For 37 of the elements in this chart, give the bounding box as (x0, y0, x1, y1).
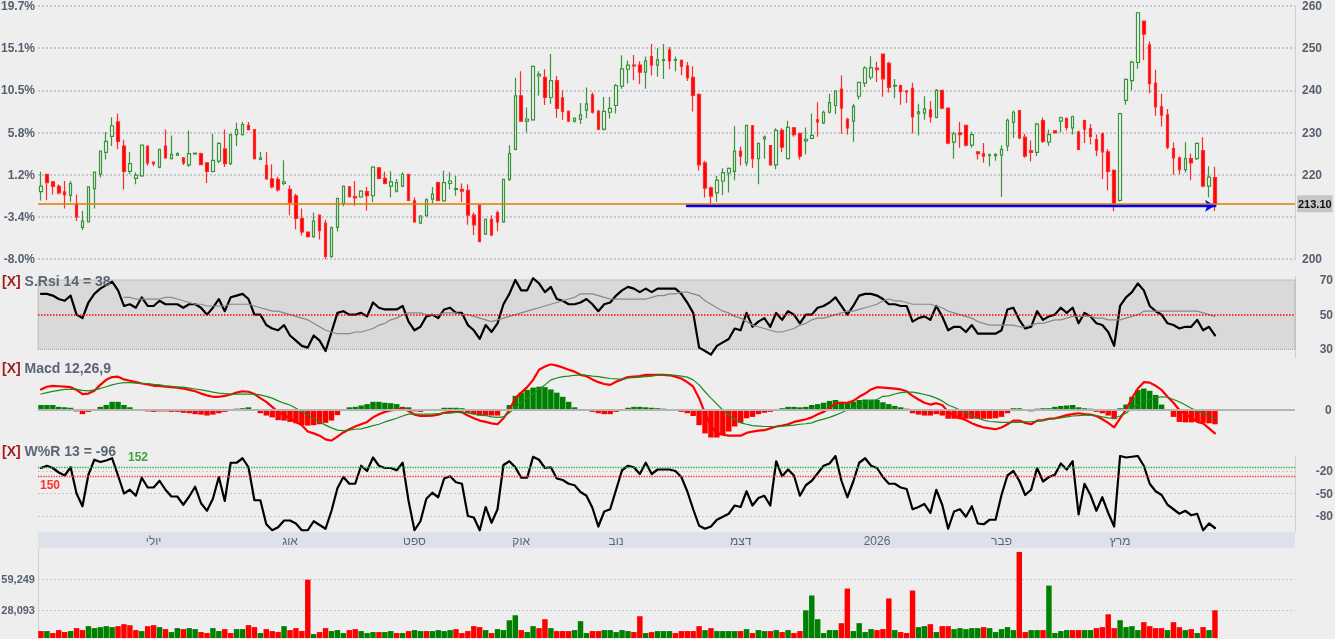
y-tick-label: -50 (1315, 486, 1334, 501)
y-tick-label: 250 (1302, 41, 1323, 56)
y2-tick-label: 10.5% (0, 83, 36, 98)
ref-line-label: 213.10 (1298, 197, 1332, 210)
ref-line-label: 0 (1325, 403, 1332, 418)
y2-tick-label: -3.4% (3, 209, 36, 224)
y-tick-label: 70 (1319, 272, 1334, 287)
y-tick-label: 200 (1302, 252, 1323, 266)
y-tick-label: 28,093 (1, 604, 35, 617)
y2-tick-label: -8.0% (3, 252, 36, 266)
y-tick-label: -80 (1315, 509, 1334, 523)
chart-title: [X] Macd 12,26,9 (2, 360, 112, 376)
y-tick-label: 260 (1302, 0, 1323, 13)
y-tick-label: 220 (1302, 167, 1323, 182)
x-tick-label: אוק (512, 534, 531, 548)
y-tick-label: 30 (1319, 342, 1334, 357)
y-tick-label: 240 (1302, 83, 1323, 98)
chart-title: [X] W%R 13 = -96 (2, 443, 117, 459)
y-tick-label: -20 (1315, 464, 1334, 478)
x-tick-label: ספט (403, 534, 427, 548)
y2-tick-label: 5.8% (7, 125, 36, 140)
x-tick-label: אוג (282, 534, 299, 548)
annotation: 150 (40, 478, 61, 492)
annotation: 152 (128, 450, 149, 464)
x-tick-label: דצמ (729, 534, 752, 548)
x-tick-label: פבר (991, 534, 1012, 548)
y-tick-label: 59,249 (1, 573, 35, 586)
x-tick-label: יולי (145, 534, 162, 548)
y2-tick-label: 1.2% (7, 167, 36, 182)
y-tick-label: 50 (1319, 307, 1334, 322)
y2-tick-label: 15.1% (0, 41, 36, 56)
y2-tick-label: 19.7% (0, 0, 36, 13)
x-tick-label: נוב (608, 534, 624, 548)
x-tick-label: 2026 (863, 534, 891, 548)
x-tick-label: מרץ (1109, 534, 1131, 548)
chart-title: [X] S.Rsi 14 = 38 (2, 273, 111, 289)
y-tick-label: 230 (1302, 125, 1323, 140)
